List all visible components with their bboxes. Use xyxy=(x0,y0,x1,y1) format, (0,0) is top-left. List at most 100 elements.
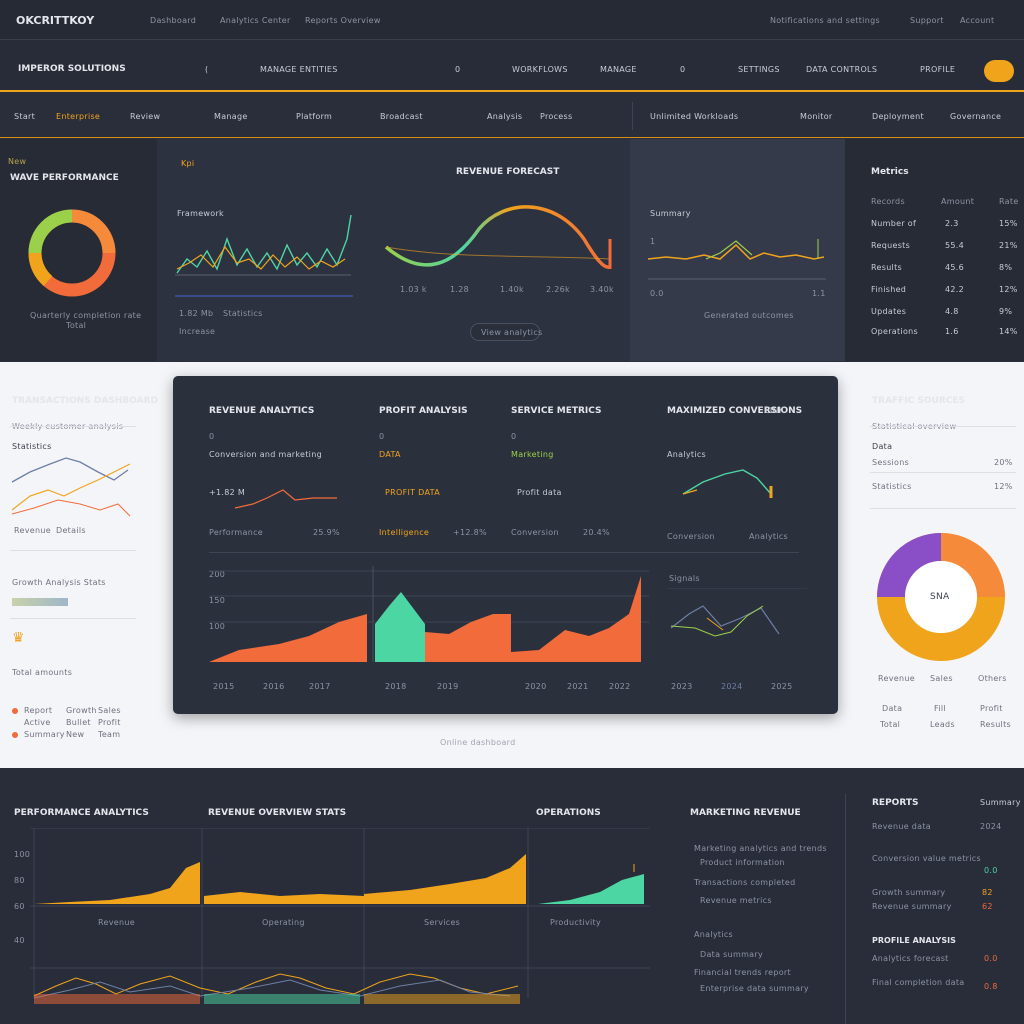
summary-line-chart xyxy=(647,239,826,280)
traffic-row-value-1: 20% xyxy=(994,458,1013,467)
transactions-line-orange xyxy=(11,463,131,511)
divider xyxy=(10,618,136,619)
tab-governance[interactable]: Governance xyxy=(950,112,1002,121)
list-item[interactable]: Data summary xyxy=(700,950,763,959)
framework-foot-size: 1.82 Mb xyxy=(179,309,214,318)
card-foot-2-value: 20.4% xyxy=(583,528,610,537)
card-xtick-5: 2020 xyxy=(525,682,547,691)
tab-manage[interactable]: Manage xyxy=(214,112,248,121)
card-xtick-0: 2015 xyxy=(213,682,235,691)
card-xtick-9: 2024 xyxy=(721,682,743,691)
divider xyxy=(870,426,1016,427)
bottom-foot-2: Services xyxy=(424,918,461,927)
list-item[interactable]: Analytics xyxy=(694,930,734,939)
nav-link-analytics[interactable]: Analytics Center xyxy=(220,16,291,25)
sparkline-teal xyxy=(176,214,352,274)
wave-caption-total: Total xyxy=(66,321,87,330)
view-analytics-button[interactable]: View analytics xyxy=(470,323,542,341)
metrics-row-1[interactable]: Number of 2.3 15% xyxy=(871,219,1017,231)
forecast-title: REVENUE FORECAST xyxy=(456,167,560,177)
kpi-label: Kpi xyxy=(181,159,195,168)
nav-link-dashboard[interactable]: Dashboard xyxy=(150,16,197,25)
reports-cell: 62 xyxy=(982,902,993,911)
nav-item-manage[interactable]: MANAGE xyxy=(600,65,637,74)
nav-item-0[interactable]: ( xyxy=(205,65,209,74)
nav-item-profile[interactable]: PROFILE xyxy=(920,65,956,74)
nav-item-settings[interactable]: SETTINGS xyxy=(738,65,780,74)
list-item[interactable]: Revenue metrics xyxy=(700,896,772,905)
tab-deployment[interactable]: Deployment xyxy=(872,112,924,121)
bottom-foot-0: Revenue xyxy=(98,918,135,927)
bottom-area-orange-2 xyxy=(364,854,526,904)
legend-dot xyxy=(12,708,18,714)
card-ytick-2: 100 xyxy=(209,622,226,631)
metrics-cell: Results xyxy=(871,263,902,272)
nav-link-support[interactable]: Support xyxy=(910,16,944,25)
metrics-row-4[interactable]: Finished 42.2 12% xyxy=(871,285,1017,297)
metrics-cell: Requests xyxy=(871,241,911,250)
brand-logo[interactable]: OKCRITTKOY xyxy=(16,14,95,27)
card-xtick-4: 2019 xyxy=(437,682,459,691)
nav-link-notifications[interactable]: Notifications and settings xyxy=(770,16,880,25)
summary-line-green xyxy=(705,240,753,260)
nav-item-workflows[interactable]: WORKFLOWS xyxy=(512,65,568,74)
divider xyxy=(870,508,1016,509)
card-col-title-2: SERVICE METRICS xyxy=(511,406,602,416)
app-title: IMPEROR SOLUTIONS xyxy=(18,64,126,74)
nav-item-entities[interactable]: MANAGE ENTITIES xyxy=(260,65,338,74)
card-foot-0-value: 25.9% xyxy=(313,528,340,537)
mini-cell: Report xyxy=(24,706,53,715)
metrics-row-5[interactable]: Updates 4.8 9% xyxy=(871,307,1017,319)
reports-cell: Revenue summary xyxy=(872,902,952,911)
metrics-row-6[interactable]: Operations 1.6 14% xyxy=(871,327,1017,339)
card-xtick-2: 2017 xyxy=(309,682,331,691)
nav-link-reports[interactable]: Reports Overview xyxy=(305,16,381,25)
metrics-row-2[interactable]: Requests 55.4 21% xyxy=(871,241,1017,253)
metrics-row-3[interactable]: Results 45.6 8% xyxy=(871,263,1017,275)
metrics-cell: 4.8 xyxy=(945,307,959,316)
list-item[interactable]: Financial trends report xyxy=(694,968,791,977)
traffic-donut xyxy=(877,533,1005,661)
completion-donut xyxy=(28,209,116,297)
legend-cell: Fill xyxy=(934,704,946,713)
list-item[interactable]: Enterprise data summary xyxy=(700,984,809,993)
card-foot-1-value: +12.8% xyxy=(453,528,487,537)
mini-cell: Bullet xyxy=(66,718,91,727)
traffic-donut-coral xyxy=(940,533,1005,598)
legend-dot xyxy=(12,732,18,738)
tab-analysis[interactable]: Analysis xyxy=(487,112,523,121)
nav-link-account[interactable]: Account xyxy=(960,16,995,25)
card-num-2: 0 xyxy=(511,432,517,441)
sparkline-orange xyxy=(176,245,346,270)
tab-platform[interactable]: Platform xyxy=(296,112,333,121)
divider xyxy=(10,550,136,551)
nav-item-2[interactable]: 0 xyxy=(455,65,461,74)
tab-monitor[interactable]: Monitor xyxy=(800,112,833,121)
tab-enterprise[interactable]: Enterprise xyxy=(56,112,101,121)
reports-cell: Final completion data xyxy=(872,978,965,987)
card-area-coral-2 xyxy=(425,614,511,662)
list-item[interactable]: Product information xyxy=(700,858,785,867)
bottom-title-2: OPERATIONS xyxy=(536,808,601,818)
metrics-panel: Metrics Records Amount Rate Number of 2.… xyxy=(845,139,1024,361)
nav-item-5[interactable]: 0 xyxy=(680,65,686,74)
tab-process[interactable]: Process xyxy=(540,112,573,121)
card-foot-1: Intelligence xyxy=(379,528,430,537)
card-xtick-7: 2022 xyxy=(609,682,631,691)
list-item[interactable]: Marketing analytics and trends xyxy=(694,844,827,853)
reports-cell: 2024 xyxy=(980,822,1002,831)
nav-item-data-controls[interactable]: DATA CONTROLS xyxy=(806,65,878,74)
avatar[interactable] xyxy=(984,60,1014,82)
forecast-tick-0: 1.03 k xyxy=(400,285,427,294)
tab-start[interactable]: Start xyxy=(14,112,36,121)
summary-title: Summary xyxy=(650,209,691,218)
top-bar: OKCRITTKOY Dashboard Analytics Center Re… xyxy=(0,0,1024,40)
tab-broadcast[interactable]: Broadcast xyxy=(380,112,423,121)
mini-cell: Sales xyxy=(98,706,121,715)
tab-workloads[interactable]: Unlimited Workloads xyxy=(650,112,739,121)
transactions-line-coral xyxy=(11,499,131,517)
list-item[interactable]: Transactions completed xyxy=(694,878,796,887)
tab-review[interactable]: Review xyxy=(130,112,161,121)
card-xtick-8: 2023 xyxy=(671,682,693,691)
bottom-ytick-0: 100 xyxy=(14,850,31,859)
